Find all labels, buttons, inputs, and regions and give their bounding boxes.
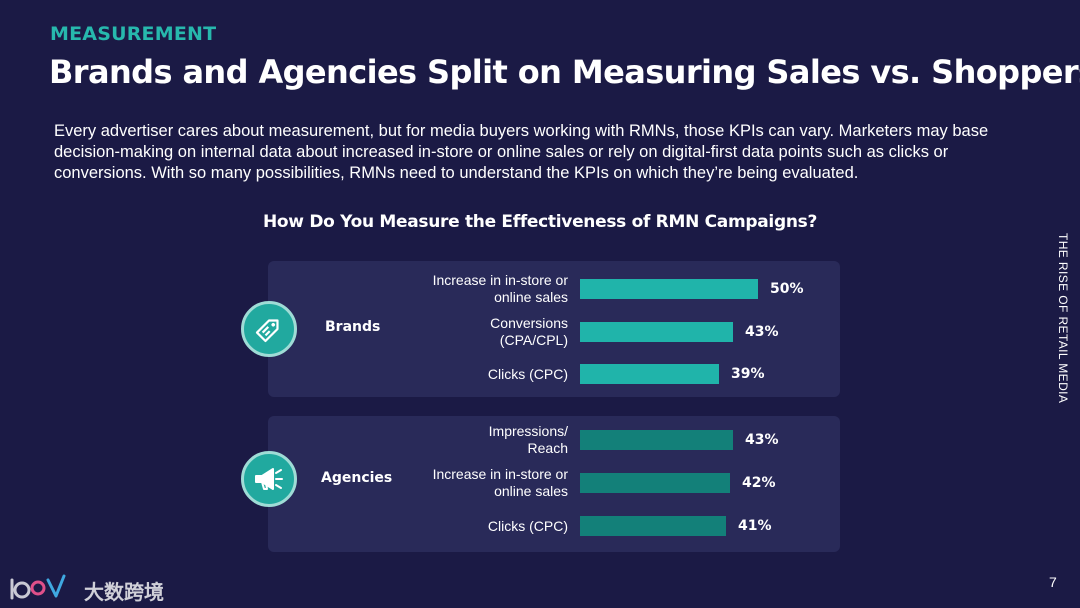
bar-agencies-1 (580, 430, 733, 450)
agencies-panel (268, 416, 840, 552)
page-number: 7 (1049, 574, 1057, 590)
bar-label-brands-1: Increase in in-store or online sales (432, 272, 568, 305)
bar-label-agencies-2: Increase in in-store or online sales (432, 466, 568, 499)
side-label: THE RISE OF RETAIL MEDIA (1056, 233, 1070, 404)
bar-value-agencies-3: 41% (738, 518, 772, 534)
watermark-logo-icon (10, 574, 66, 600)
bar-agencies-3 (580, 516, 726, 536)
bar-brands-2 (580, 322, 733, 342)
section-label: MEASUREMENT (50, 23, 217, 45)
megaphone-icon (241, 451, 297, 507)
intro-paragraph: Every advertiser cares about measurement… (54, 122, 989, 182)
bar-label-agencies-1: Impressions/Reach (488, 423, 568, 456)
bar-value-brands-2: 43% (745, 324, 779, 340)
page-title: Brands and Agencies Split on Measuring S… (49, 53, 1080, 91)
group-label-agencies: Agencies (321, 470, 393, 486)
chart-title: How Do You Measure the Effectiveness of … (262, 212, 818, 232)
bar-agencies-2 (580, 473, 730, 493)
group-label-brands: Brands (325, 319, 381, 335)
bar-brands-3 (580, 364, 719, 384)
watermark-text: 大数跨境 (84, 580, 164, 604)
bar-value-agencies-1: 43% (745, 432, 779, 448)
bar-label-brands-3: Clicks (CPC) (487, 366, 568, 382)
bar-brands-1 (580, 279, 758, 299)
bar-value-brands-1: 50% (770, 281, 804, 297)
bar-value-brands-3: 39% (731, 366, 765, 382)
bar-value-agencies-2: 42% (742, 475, 776, 491)
bar-label-brands-2: Conversions (CPA/CPL) (490, 315, 568, 348)
bar-label-agencies-3: Clicks (CPC) (487, 518, 568, 534)
price-tag-icon (241, 301, 297, 357)
